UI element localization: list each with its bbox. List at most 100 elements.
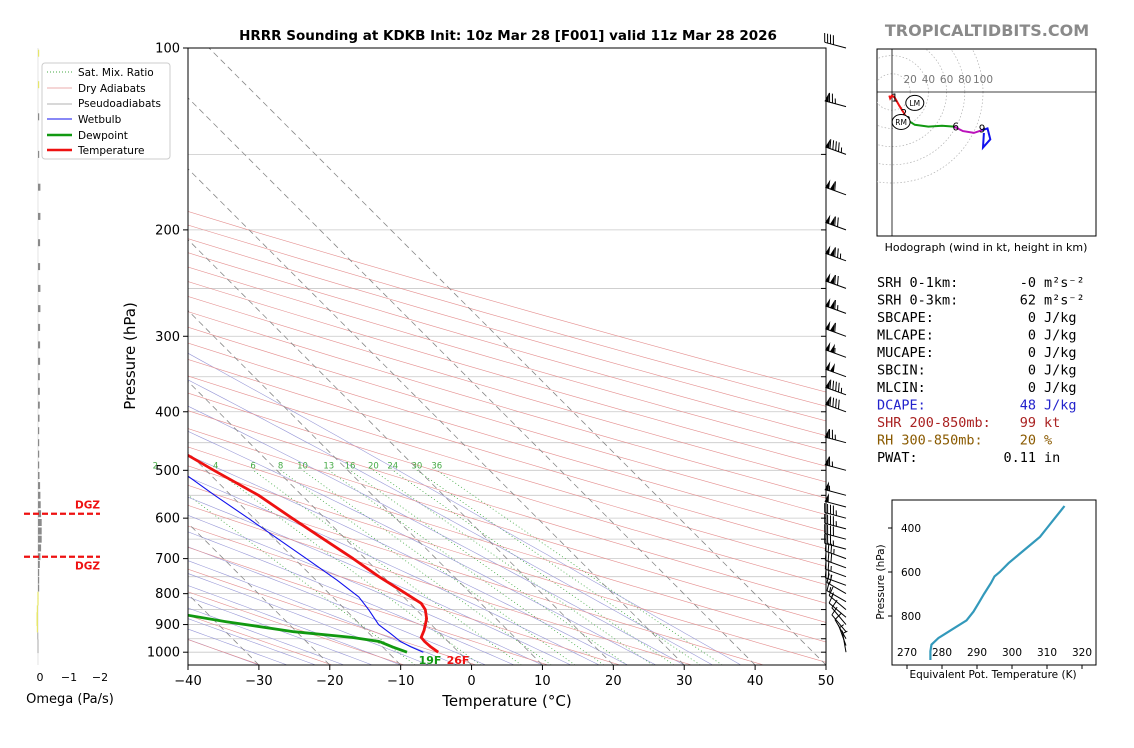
pseudoadiabat--22 bbox=[188, 618, 316, 665]
barb-full bbox=[824, 524, 826, 534]
omega-bar bbox=[37, 646, 39, 654]
dry-adiabat-270 bbox=[188, 568, 477, 665]
surface-dewpoint-label: 19F bbox=[419, 654, 442, 667]
mixing-ratio-label: 10 bbox=[297, 461, 308, 471]
barb-full bbox=[827, 514, 829, 524]
barb-pennant bbox=[825, 298, 831, 308]
barb-half bbox=[831, 461, 833, 467]
omega-bar bbox=[38, 450, 40, 458]
wind-barb bbox=[824, 481, 847, 496]
dry-adiabat-460 bbox=[188, 238, 826, 422]
thetae-x-tick-label: 300 bbox=[1002, 647, 1022, 659]
barb-full bbox=[830, 552, 833, 563]
pseudoadiabat-38 bbox=[188, 352, 742, 665]
hodograph-height-label: 9 bbox=[979, 123, 986, 135]
barb-staff bbox=[834, 619, 847, 639]
x-tick-label: 0 bbox=[467, 674, 475, 689]
wind-barb bbox=[824, 428, 847, 444]
omega-bar bbox=[38, 535, 42, 543]
barb-pennant bbox=[830, 299, 835, 309]
barb-full bbox=[835, 141, 837, 151]
dgz-label: DGZ bbox=[75, 561, 100, 573]
barb-staff bbox=[828, 602, 847, 618]
wind-barb bbox=[824, 550, 847, 569]
stat-value: 0 bbox=[1028, 310, 1036, 326]
y-tick-label: 700 bbox=[155, 552, 180, 567]
barb-full bbox=[832, 397, 835, 408]
isotherm-40 bbox=[188, 97, 756, 665]
mixing-ratio-labels: 2 4 6 8 10 13 16 20 24 30 36 bbox=[153, 461, 443, 471]
dry-adiabat-340 bbox=[188, 428, 826, 623]
omega-bar bbox=[38, 519, 42, 526]
wind-barb bbox=[825, 321, 847, 337]
stat-label: SHR 200-850mb: bbox=[877, 415, 991, 431]
y-tick-label: 500 bbox=[155, 464, 180, 479]
barb-full bbox=[828, 456, 831, 466]
thetae-x-tick-label: 310 bbox=[1037, 647, 1057, 659]
isotherm--20 bbox=[188, 522, 331, 665]
barb-half bbox=[834, 98, 836, 104]
legend-label-moist: Pseudoadiabats bbox=[78, 98, 161, 110]
thetae-panel: 270 280 290 300 310 320 400 600 800 Equivalent P… bbox=[875, 499, 1097, 681]
y-tick-label: 300 bbox=[155, 330, 180, 345]
legend-label-dry: Dry Adiabats bbox=[78, 83, 146, 95]
isotherm-0 bbox=[188, 380, 472, 665]
wind-barb bbox=[824, 513, 847, 530]
barb-full bbox=[824, 513, 826, 524]
pseudoadiabat--14 bbox=[188, 596, 373, 665]
barb-half bbox=[828, 485, 831, 491]
wind-barbs bbox=[824, 32, 848, 653]
omega-bar bbox=[38, 414, 40, 422]
omega-bar bbox=[38, 263, 41, 271]
omega-bar bbox=[38, 472, 40, 479]
omega-bar bbox=[37, 598, 39, 606]
barb-staff bbox=[825, 280, 847, 289]
barb-full bbox=[834, 274, 836, 285]
hodograph-caption: Hodograph (wind in kt, height in km) bbox=[885, 241, 1088, 254]
barb-full bbox=[831, 429, 833, 440]
barb-full bbox=[834, 612, 842, 620]
barb-staff bbox=[826, 590, 847, 603]
barb-full bbox=[827, 33, 829, 44]
stat-unit: kt bbox=[1044, 415, 1060, 431]
surface-temperature-label: 26F bbox=[447, 654, 470, 667]
omega-bar bbox=[38, 569, 40, 576]
barb-full bbox=[827, 560, 830, 571]
omega-tick-0: 0 bbox=[37, 671, 44, 684]
barb-full bbox=[829, 535, 832, 545]
omega-bar bbox=[38, 387, 40, 395]
omega-bar bbox=[38, 49, 40, 57]
y-tick-label: 800 bbox=[155, 587, 180, 602]
wind-barb bbox=[825, 361, 847, 378]
dry-adiabat-480 bbox=[188, 211, 826, 393]
wind-barb bbox=[824, 456, 847, 471]
dry-adiabat-280 bbox=[188, 546, 549, 665]
omega-bar bbox=[38, 584, 40, 592]
stat-value: -0 bbox=[1020, 275, 1036, 291]
y-tick-label: 400 bbox=[155, 405, 180, 420]
barb-pennant bbox=[824, 481, 830, 491]
stat-unit: J/kg bbox=[1044, 328, 1077, 344]
wind-barb bbox=[824, 559, 847, 578]
dry-adiabat-250 bbox=[188, 615, 333, 665]
thetae-xlabel: Equivalent Pot. Temperature (K) bbox=[909, 669, 1076, 681]
mixing-ratio-label: 16 bbox=[345, 461, 356, 471]
y-tick-label: 200 bbox=[155, 223, 180, 238]
barb-full bbox=[824, 550, 827, 561]
stat-unit: J/kg bbox=[1044, 380, 1077, 396]
dry-adiabat-440 bbox=[188, 266, 826, 452]
dry-adiabat-360 bbox=[188, 392, 826, 585]
barb-half bbox=[835, 510, 837, 516]
barb-full bbox=[837, 382, 840, 393]
omega-bar bbox=[38, 461, 40, 469]
barb-full bbox=[837, 399, 840, 410]
hodograph-segment bbox=[953, 125, 983, 134]
wind-barb bbox=[824, 568, 847, 586]
barb-full bbox=[837, 275, 839, 286]
barb-staff bbox=[825, 559, 847, 569]
legend-box bbox=[41, 62, 171, 160]
barb-half bbox=[840, 147, 843, 153]
stat-value: 20 bbox=[1020, 433, 1036, 449]
mixing-ratio-line-24 bbox=[392, 469, 675, 665]
x-tick-label: −40 bbox=[174, 674, 201, 689]
